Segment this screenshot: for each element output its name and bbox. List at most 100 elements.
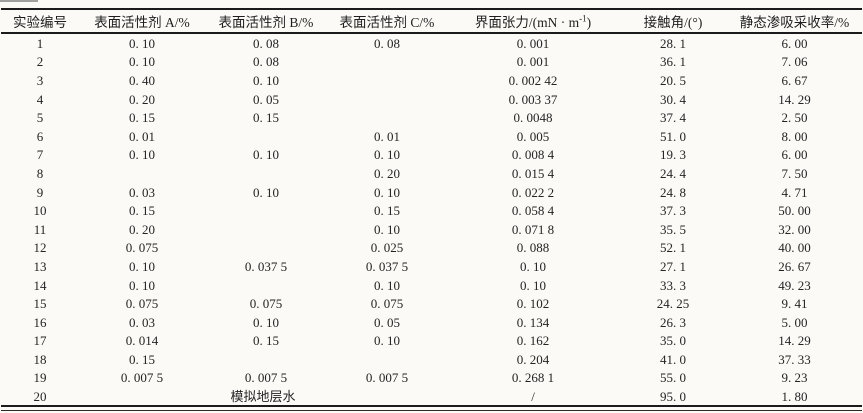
table-cell: 13 xyxy=(33,258,47,274)
table-cell: 14 xyxy=(33,277,47,293)
table-cell: 0. 075 xyxy=(125,296,159,312)
table-cell: 35. 0 xyxy=(660,333,686,349)
table-row: 16 0. 03 0. 10 0. 05 0. 134 26. 3 5. 00 xyxy=(1,313,862,332)
table-cell: 0. 15 xyxy=(129,351,155,367)
table-cell: 0. 162 xyxy=(516,333,550,349)
table-cell: 0. 10 xyxy=(129,277,155,293)
table-cell: 0. 268 1 xyxy=(511,370,555,386)
table-cell: 0. 134 xyxy=(516,314,550,330)
table-cell: 0. 10 xyxy=(253,184,279,200)
table-bottom-rule-heavy xyxy=(1,405,862,407)
table-cell: 0. 01 xyxy=(129,128,155,144)
table-row: 14 0. 10 0. 10 0. 10 33. 3 49. 23 xyxy=(1,276,862,295)
table-cell: 0. 08 xyxy=(253,35,279,51)
column-header: 表面活性剂 B/% xyxy=(205,9,327,34)
table-cell xyxy=(205,164,327,183)
table-cell: 0. 015 4 xyxy=(511,165,555,181)
table-cell: 35. 5 xyxy=(660,221,686,237)
table-cell: 5 xyxy=(36,110,44,126)
table-cell: 4. 71 xyxy=(781,184,808,200)
table-cell: 36. 1 xyxy=(660,54,686,70)
table-cell: 0. 03 xyxy=(129,314,155,330)
table-cell: 20. 5 xyxy=(660,72,686,88)
table-cell xyxy=(327,71,447,90)
table-cell: 24. 8 xyxy=(660,184,686,200)
table-cell: 26. 3 xyxy=(660,314,686,330)
table-cell: 0. 003 37 xyxy=(508,91,558,107)
table-cell: 0. 10 xyxy=(374,277,400,293)
table-cell: 8 xyxy=(36,165,44,181)
table-row: 11 0. 20 0. 10 0. 071 8 35. 5 32. 00 xyxy=(1,220,862,239)
table-row: 15 0. 075 0. 075 0. 075 0. 102 24. 25 9. 41 xyxy=(1,294,862,313)
table-cell: 24. 4 xyxy=(660,165,686,181)
table-cell: 32. 00 xyxy=(778,221,811,237)
table-cell: 0. 20 xyxy=(374,165,400,181)
table-cell: 0. 204 xyxy=(516,351,550,367)
table-cell: 0. 001 xyxy=(516,54,550,70)
table-cell: 8. 00 xyxy=(781,128,808,144)
table-row: 2 0. 10 0. 08 0. 001 36. 1 7. 06 xyxy=(1,53,862,72)
table-cell: 40. 00 xyxy=(778,240,811,256)
table-cell xyxy=(205,350,327,369)
table-cell: 模拟地层水 xyxy=(230,389,296,405)
table-cell: 30. 4 xyxy=(660,91,686,107)
table-cell: 12 xyxy=(33,240,47,256)
table-cell: 0. 001 xyxy=(516,35,550,51)
table-cell: 2 xyxy=(36,54,44,70)
table-cell xyxy=(205,201,327,220)
table-row: 1 0. 10 0. 08 0. 08 0. 001 28. 1 6. 00 xyxy=(1,33,862,53)
table-cell: 0. 10 xyxy=(374,333,400,349)
table-cell: 0. 10 xyxy=(253,147,279,163)
table-cell: 10 xyxy=(33,203,47,219)
table-cell xyxy=(79,164,205,183)
table-bottom-rule-thin xyxy=(1,410,862,411)
table-cell: 0. 014 xyxy=(125,333,159,349)
table-cell: 0. 10 xyxy=(253,314,279,330)
table-cell: 0. 05 xyxy=(374,314,400,330)
table-cell: 5. 00 xyxy=(781,314,808,330)
table-cell: 33. 3 xyxy=(660,277,686,293)
table-cell: 9. 23 xyxy=(781,370,808,386)
table-cell: 4 xyxy=(36,91,44,107)
table-cell: 55. 0 xyxy=(660,370,686,386)
table-cell: 0. 10 xyxy=(129,54,155,70)
table-cell: 0. 05 xyxy=(253,91,279,107)
table-cell: 0. 20 xyxy=(129,91,155,107)
table-cell: 20 xyxy=(33,389,47,405)
table-cell: 0. 03 xyxy=(129,184,155,200)
table-cell: 95. 0 xyxy=(660,389,686,405)
table-cell xyxy=(205,127,327,146)
table-cell xyxy=(205,220,327,239)
table-row: 13 0. 10 0. 037 5 0. 037 5 0. 10 27. 1 26. 67 xyxy=(1,257,862,276)
table-cell: 16 xyxy=(33,314,47,330)
table-row: 12 0. 075 0. 025 0. 088 52. 1 40. 00 xyxy=(1,239,862,258)
table-cell: 0. 025 xyxy=(370,240,404,256)
table-cell: 0. 10 xyxy=(374,221,400,237)
column-header: 表面活性剂 A/% xyxy=(79,9,205,34)
table-cell: 0. 10 xyxy=(520,258,546,274)
table-cell: 14. 29 xyxy=(778,91,811,107)
table-cell: 6. 00 xyxy=(781,35,808,51)
table-cell: 0. 007 5 xyxy=(120,370,164,386)
column-header: 静态渗吸采收率/% xyxy=(727,9,862,34)
table-cell xyxy=(205,276,327,295)
table-cell: 0. 08 xyxy=(253,54,279,70)
table-row: 8 0. 20 0. 015 4 24. 4 7. 50 xyxy=(1,164,862,183)
table-cell xyxy=(327,90,447,109)
table-cell: 0. 15 xyxy=(374,203,400,219)
table-cell: 0. 008 4 xyxy=(511,147,555,163)
table-cell: 6 xyxy=(36,128,44,144)
table-cell: 0. 15 xyxy=(129,203,155,219)
table-row: 6 0. 01 0. 01 0. 005 51. 0 8. 00 xyxy=(1,127,862,146)
table-cell: 37. 33 xyxy=(778,351,811,367)
table-row: 7 0. 10 0. 10 0. 10 0. 008 4 19. 3 6. 00 xyxy=(1,146,862,165)
table-cell: 41. 0 xyxy=(660,351,686,367)
table-cell: 14. 29 xyxy=(778,333,811,349)
table-cell: 0. 10 xyxy=(520,277,546,293)
table-cell: 26. 67 xyxy=(778,258,811,274)
table-cell: 2. 50 xyxy=(781,110,808,126)
table-cell: 0. 037 5 xyxy=(244,258,288,274)
table-cell: 1. 80 xyxy=(781,389,808,405)
table-cell xyxy=(205,239,327,258)
